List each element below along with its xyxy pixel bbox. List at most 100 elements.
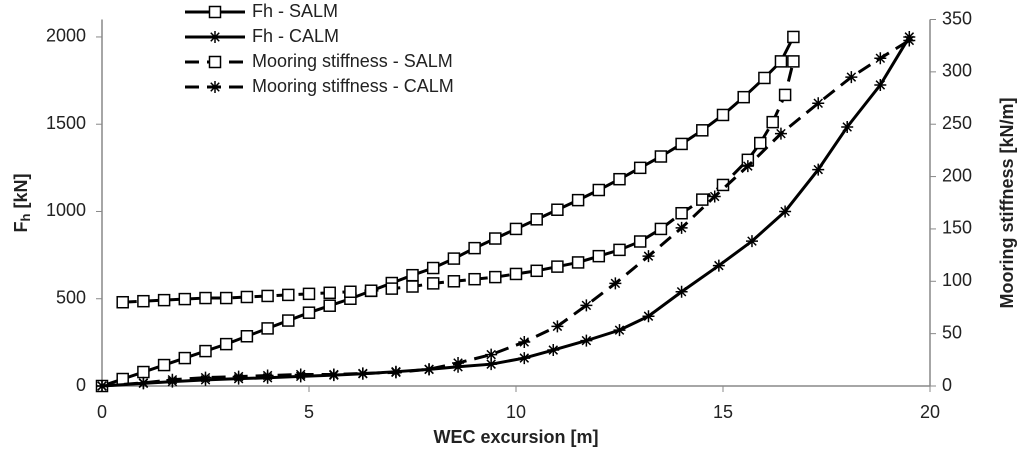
marker — [613, 243, 626, 257]
marker — [406, 280, 419, 293]
marker — [778, 88, 792, 102]
marker — [327, 368, 340, 381]
marker — [232, 370, 245, 383]
marker — [696, 193, 709, 206]
marker — [774, 127, 787, 140]
y-axis-label: Fh [kN] — [11, 174, 34, 233]
marker — [754, 136, 767, 150]
marker — [642, 250, 655, 263]
marker — [551, 203, 564, 216]
marker — [547, 344, 560, 357]
marker — [219, 337, 233, 351]
marker — [580, 334, 593, 347]
marker — [240, 330, 254, 343]
y2-tick-label: 50 — [942, 322, 962, 342]
marker — [344, 285, 357, 299]
marker — [364, 284, 378, 297]
y2-tick-label: 100 — [942, 270, 972, 290]
marker — [447, 252, 461, 265]
marker — [841, 121, 854, 134]
marker — [642, 310, 655, 323]
marker — [356, 367, 369, 380]
marker — [96, 380, 108, 392]
marker — [741, 160, 754, 173]
marker — [530, 264, 543, 278]
marker — [423, 363, 436, 376]
marker — [758, 71, 771, 85]
marker — [812, 97, 825, 110]
marker — [302, 306, 316, 319]
marker — [485, 358, 498, 371]
x-axis-label: WEC excursion [m] — [433, 427, 598, 447]
marker — [116, 295, 129, 309]
x-tick-label: 0 — [97, 402, 107, 422]
marker — [452, 356, 465, 369]
marker — [261, 289, 274, 303]
marker — [518, 336, 531, 349]
y2-tick-label: 300 — [942, 61, 972, 81]
marker — [137, 365, 150, 379]
marker — [447, 275, 461, 288]
marker — [633, 235, 647, 248]
marker — [199, 344, 212, 358]
marker — [323, 286, 336, 300]
marker — [157, 293, 171, 307]
marker — [592, 183, 606, 197]
y-label-sub: h — [18, 213, 33, 221]
marker — [675, 285, 688, 298]
marker — [294, 368, 307, 381]
marker — [468, 272, 481, 286]
marker — [696, 124, 709, 137]
marker — [240, 290, 254, 304]
x-tick-label: 15 — [713, 402, 733, 422]
x-tick-label: 20 — [920, 402, 940, 422]
marker — [571, 256, 585, 269]
marker — [675, 206, 688, 220]
legend-marker — [208, 55, 222, 69]
marker — [261, 369, 274, 382]
series-line — [122, 61, 795, 304]
marker — [468, 241, 481, 255]
marker — [712, 259, 725, 272]
marker — [137, 376, 150, 389]
y2-tick-label: 150 — [942, 218, 972, 238]
marker — [385, 282, 399, 295]
y-label-main: F — [11, 221, 31, 232]
marker — [845, 71, 858, 84]
marker — [737, 90, 750, 104]
legend-marker — [209, 81, 221, 93]
y2-axis-label: Mooring stiffness [kN/m] — [997, 97, 1017, 308]
legend-label: Mooring stiffness - SALM — [252, 51, 453, 71]
marker — [178, 292, 192, 306]
marker — [178, 351, 192, 365]
marker — [426, 261, 440, 275]
marker — [406, 268, 419, 282]
legend-label: Fh - SALM — [252, 1, 338, 21]
marker — [518, 352, 531, 365]
marker — [654, 222, 668, 236]
marker — [489, 270, 502, 284]
marker — [551, 320, 564, 333]
marker — [774, 55, 788, 68]
marker — [137, 294, 150, 308]
marker — [509, 222, 523, 236]
y-tick-label: 1000 — [46, 200, 86, 220]
marker — [708, 190, 721, 203]
marker — [787, 55, 800, 68]
marker — [489, 232, 502, 245]
legend-label: Mooring stiffness - CALM — [252, 76, 454, 96]
y-tick-label: 1500 — [46, 113, 86, 133]
marker — [613, 172, 626, 186]
y-tick-label: 500 — [56, 287, 86, 307]
y2-tick-label: 350 — [942, 8, 972, 28]
marker — [323, 299, 336, 312]
marker — [389, 366, 402, 379]
legend-label: Fh - CALM — [252, 26, 339, 46]
marker — [812, 163, 825, 176]
marker — [282, 314, 295, 327]
marker — [766, 115, 779, 129]
marker — [716, 108, 730, 122]
y2-tick-label: 250 — [942, 113, 972, 133]
marker — [580, 299, 593, 312]
marker — [219, 291, 233, 305]
